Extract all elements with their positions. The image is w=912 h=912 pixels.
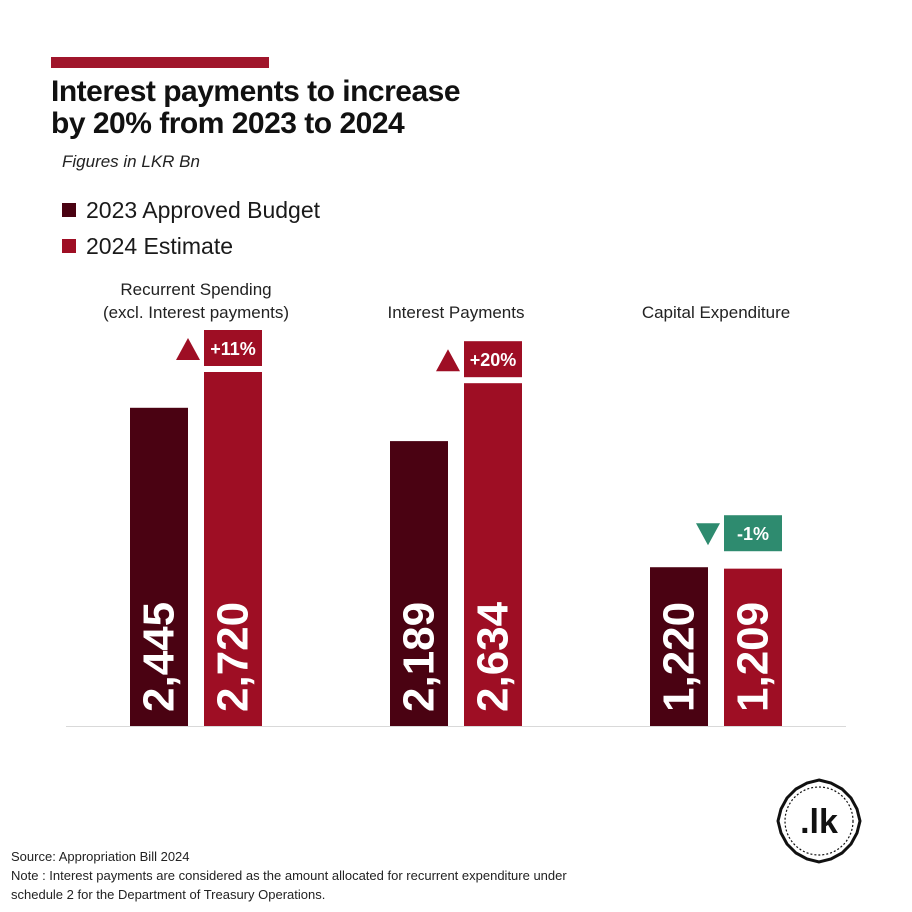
bar-value-label: 2,634 (469, 601, 518, 712)
bar (130, 407, 188, 726)
note-line-2: schedule 2 for the Department of Treasur… (11, 887, 326, 902)
legend-item-2024: 2024 Estimate (62, 228, 320, 264)
category-label: Interest Payments (387, 303, 524, 322)
down-triangle-icon (696, 523, 720, 546)
source-text: Source: Appropriation Bill 2024 (11, 849, 190, 864)
category-label: Capital Expenditure (642, 303, 790, 322)
bar-value-label: 1,220 (655, 602, 704, 712)
chart-subtitle: Figures in LKR Bn (62, 152, 200, 171)
legend-swatch-2023 (62, 203, 76, 217)
change-badge (724, 515, 782, 552)
category-label: Recurrent Spending (120, 280, 271, 299)
title-line-1: Interest payments to increase (51, 75, 461, 108)
change-badge-label: +20% (470, 350, 517, 370)
bar (724, 568, 782, 726)
legend: 2023 Approved Budget 2024 Estimate (62, 192, 320, 264)
footer: Source: Appropriation Bill 2024 Note : I… (11, 847, 567, 904)
chart-title: Interest payments to increase by 20% fro… (51, 76, 511, 140)
up-triangle-icon (176, 338, 200, 360)
change-badge-label: +11% (210, 339, 256, 359)
change-badge (204, 330, 262, 366)
bar (464, 383, 522, 726)
legend-item-2023: 2023 Approved Budget (62, 192, 320, 228)
change-badge-label: -1% (737, 524, 769, 544)
legend-label-2024: 2024 Estimate (86, 232, 234, 259)
bar-value-label: 2,720 (209, 602, 258, 712)
bar (650, 567, 708, 726)
change-badge (464, 341, 522, 378)
bar-value-label: 2,445 (135, 602, 184, 712)
bar-value-label: 1,209 (729, 602, 778, 712)
lk-logo: .lk (776, 778, 862, 864)
category-label: (excl. Interest payments) (103, 303, 289, 322)
note-line-1: Note : Interest payments are considered … (11, 868, 567, 883)
title-accent-bar (51, 57, 269, 68)
bar (204, 372, 262, 726)
bar-value-label: 2,189 (395, 602, 444, 712)
logo-text: .lk (800, 803, 838, 841)
up-triangle-icon (436, 349, 460, 372)
legend-label-2023: 2023 Approved Budget (86, 196, 321, 223)
bar (390, 441, 448, 726)
title-line-2: by 20% from 2023 to 2024 (51, 107, 405, 140)
legend-swatch-2024 (62, 239, 76, 253)
